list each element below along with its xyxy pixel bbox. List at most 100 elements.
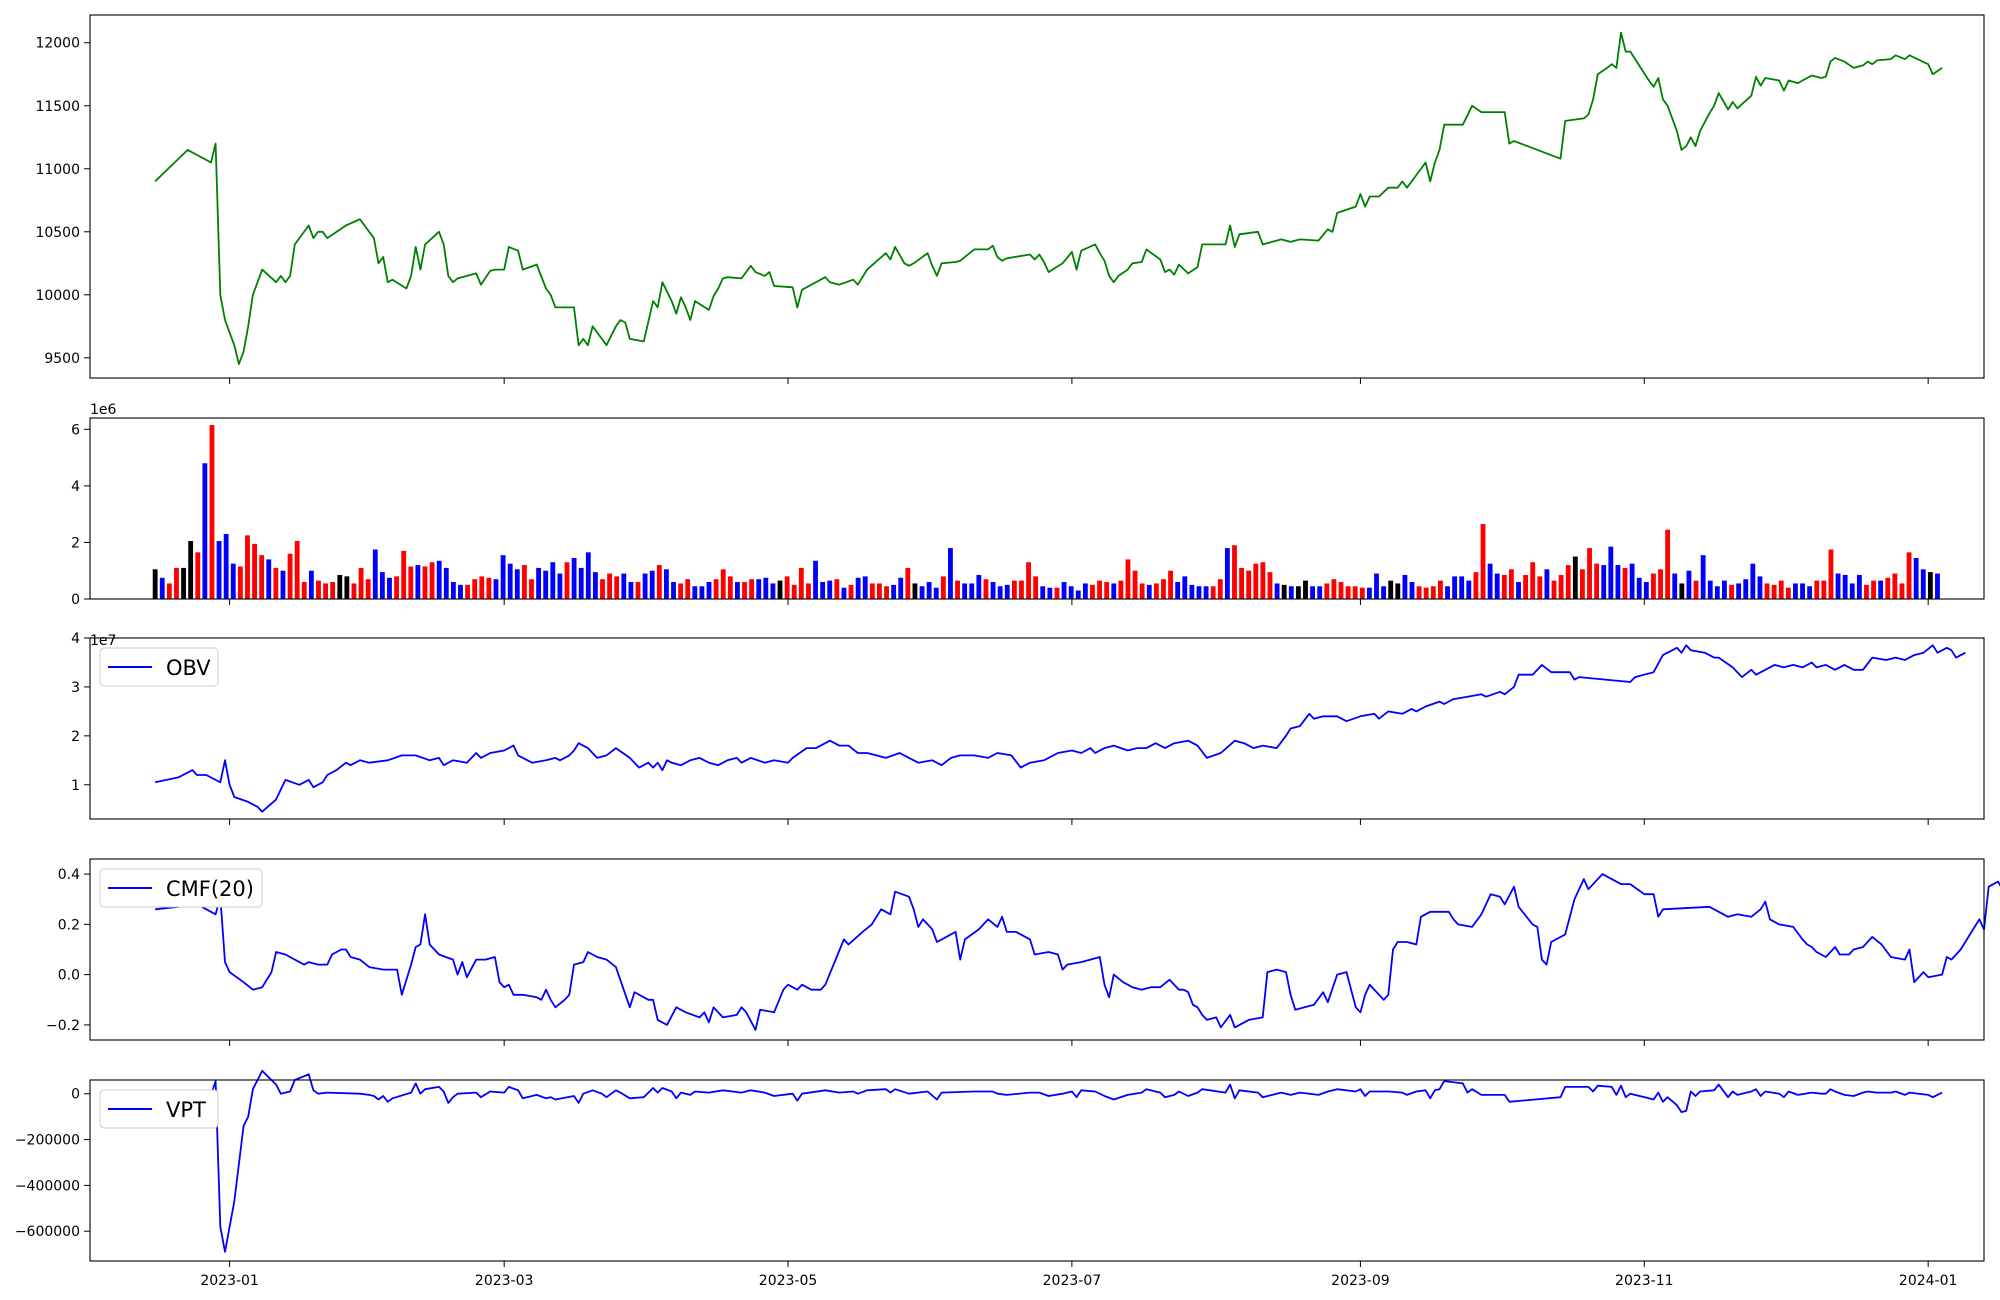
price-ytick-label: 9500	[44, 351, 80, 367]
xtick-label: 2023-09	[1331, 1273, 1390, 1289]
volume-bar	[1892, 573, 1898, 599]
volume-bar	[1068, 586, 1074, 599]
volume-bar	[223, 533, 229, 599]
volume-bar	[1686, 570, 1692, 599]
volume-ytick-label: 0	[71, 592, 80, 608]
volume-bar	[1246, 570, 1252, 599]
volume-bar	[1104, 582, 1110, 599]
volume-bar	[230, 563, 236, 599]
cmf-panel-frame	[89, 858, 1985, 1041]
volume-bar	[1267, 572, 1273, 599]
obv-series-line	[154, 644, 1966, 813]
volume-bar	[1281, 584, 1287, 599]
volume-bar	[777, 580, 783, 599]
volume-bar	[720, 569, 726, 599]
volume-bar	[713, 579, 719, 599]
obv-panel-marks	[154, 644, 1966, 813]
volume-bar	[202, 463, 208, 599]
volume-bar	[955, 580, 960, 599]
volume-bar	[443, 567, 449, 599]
volume-bar	[891, 584, 897, 599]
cmf-legend-label: CMF(20)	[166, 877, 254, 901]
volume-bar	[820, 582, 826, 599]
volume-bar	[1459, 576, 1465, 600]
volume-bar	[671, 582, 676, 599]
volume-bar	[365, 579, 371, 599]
volume-bar	[1494, 573, 1500, 599]
volume-bar	[1516, 582, 1521, 599]
volume-bar	[159, 577, 165, 599]
volume-bar	[472, 579, 478, 599]
volume-bar	[678, 583, 684, 599]
volume-bar	[784, 576, 790, 600]
volume-bar	[486, 577, 492, 599]
volume-bar	[1878, 580, 1884, 599]
volume-bar	[1793, 583, 1798, 599]
xtick-label: 2023-01	[200, 1273, 259, 1289]
volume-panel-marks	[152, 425, 1940, 600]
price-ytick-label: 11000	[35, 162, 80, 178]
volume-bar	[1835, 573, 1841, 599]
volume-bar	[543, 570, 549, 599]
volume-bar	[1054, 587, 1060, 599]
volume-bar	[585, 552, 591, 599]
volume-panel: 1e6 0 2 4 6	[71, 402, 1985, 608]
price-panel: 9500 10000 10500 11000 11500 12000	[35, 14, 1985, 384]
volume-bar	[181, 567, 186, 599]
volume-bar	[983, 579, 989, 599]
volume-bar	[1842, 574, 1848, 599]
volume-bar	[1437, 580, 1443, 599]
volume-bar	[379, 572, 385, 599]
volume-bar	[1345, 586, 1351, 599]
volume-bar	[756, 579, 762, 599]
vpt-ytick-label: 0	[71, 1087, 80, 1103]
volume-bar	[1530, 562, 1536, 599]
volume-bar	[806, 583, 811, 599]
volume-bar	[1601, 565, 1607, 599]
volume-bar	[685, 579, 691, 599]
volume-bar	[727, 576, 733, 600]
volume-bar	[1402, 574, 1408, 599]
volume-bar	[1629, 563, 1635, 599]
volume-bar	[869, 583, 875, 599]
price-panel-frame	[89, 14, 1985, 379]
volume-bar	[1097, 580, 1102, 599]
volume-bar	[813, 560, 818, 599]
volume-bar	[571, 557, 577, 599]
volume-bar	[316, 580, 321, 599]
volume-bar	[948, 548, 953, 599]
volume-bar	[387, 577, 392, 599]
vpt-panel: −600000 −400000 −200000 0 2023-01 2023-03 2023…	[15, 1069, 1985, 1289]
volume-bar	[1239, 567, 1244, 599]
volume-bar	[1572, 556, 1578, 599]
volume-bar	[536, 567, 542, 599]
volume-bar	[1651, 573, 1656, 599]
volume-bar	[1913, 557, 1919, 599]
volume-bar	[1224, 548, 1230, 599]
volume-bar	[969, 583, 975, 599]
volume-bar	[1168, 570, 1173, 599]
volume-bar	[436, 560, 442, 599]
volume-bar	[337, 574, 343, 599]
volume-bar	[1544, 569, 1550, 599]
volume-bar	[152, 569, 158, 599]
volume-bar	[1026, 562, 1031, 599]
volume-bar	[1871, 580, 1876, 599]
volume-bar	[330, 582, 336, 599]
volume-bar	[990, 582, 996, 599]
volume-bar	[216, 541, 222, 599]
volume-bar	[1303, 580, 1308, 599]
volume-bar	[422, 566, 428, 599]
obv-panel-frame	[89, 637, 1985, 820]
vpt-series-line	[155, 1069, 1943, 1253]
volume-bar	[1075, 590, 1081, 599]
volume-bar	[1324, 583, 1330, 599]
volume-bar	[1927, 572, 1933, 599]
volume-bar	[1338, 582, 1344, 599]
volume-bar	[394, 576, 399, 600]
volume-bar	[649, 570, 655, 599]
vpt-legend-box	[99, 1089, 219, 1129]
volume-bar	[1366, 587, 1372, 599]
volume-bar	[1714, 586, 1720, 599]
volume-bar	[1899, 583, 1905, 599]
